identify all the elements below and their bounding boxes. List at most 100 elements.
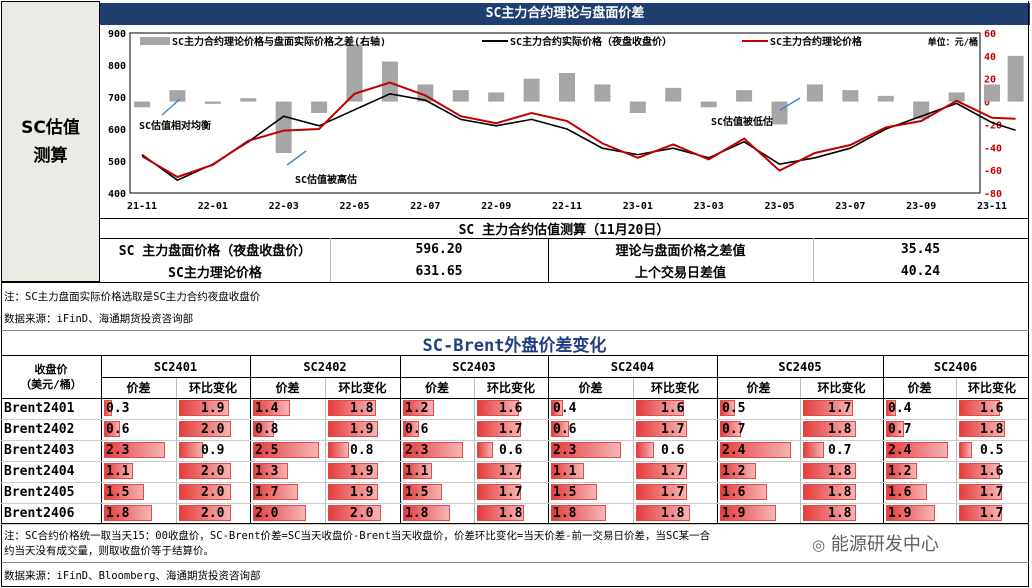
spread-bar xyxy=(452,90,469,102)
change-value: 2.0 xyxy=(201,485,225,500)
change-data-bar xyxy=(636,421,687,437)
change-data-bar xyxy=(803,463,856,479)
spread-data-bar xyxy=(720,421,741,437)
spread-value: 0.5 xyxy=(722,401,746,416)
spread-data-bar xyxy=(104,484,144,500)
change-data-bar xyxy=(636,400,684,416)
change-data-bar xyxy=(959,505,1002,521)
change-subheader: 环比变化 xyxy=(817,381,866,395)
spread-source: 数据来源：iFinD、Bloomberg、海通期货投资咨询部 xyxy=(4,570,261,582)
y-right-tick-label: 20 xyxy=(984,75,996,86)
change-value: 1.8 xyxy=(828,506,852,521)
change-data-bar xyxy=(477,505,524,521)
change-data-bar xyxy=(636,505,690,521)
y-right-tick-label: -40 xyxy=(984,143,1002,154)
valuation-value-futures-price: 596.20 xyxy=(415,241,463,257)
spread-subheader: 价差 xyxy=(746,381,771,395)
change-value: 2.0 xyxy=(201,464,225,479)
change-subheader: 环比变化 xyxy=(650,381,699,395)
change-data-bar xyxy=(179,505,231,521)
spread-value: 1.5 xyxy=(106,485,130,500)
change-value: 1.8 xyxy=(828,485,852,500)
spread-value: 1.9 xyxy=(888,506,912,521)
change-value: 0.6 xyxy=(499,443,523,458)
spread-bar xyxy=(984,84,1000,102)
spread-data-bar xyxy=(886,463,917,479)
change-value: 1.6 xyxy=(980,464,1004,479)
spread-data-bar xyxy=(886,442,948,458)
spread-value: 0.4 xyxy=(553,401,577,416)
spread-bar xyxy=(736,90,753,102)
y-right-tick-label: 40 xyxy=(984,52,996,63)
spread-data-bar xyxy=(720,400,735,416)
spread-data-bar xyxy=(104,505,152,521)
spread-data-bar xyxy=(551,442,621,458)
change-data-bar xyxy=(477,400,519,416)
spread-data-bar xyxy=(720,505,776,521)
change-data-bar xyxy=(959,463,1000,479)
brent-contract-label: Brent2405 xyxy=(4,485,75,500)
spread-bar xyxy=(665,87,682,102)
y-right-tick-label: -60 xyxy=(984,166,1002,177)
spread-bar xyxy=(700,101,717,108)
y-left-tick-label: 400 xyxy=(108,189,126,200)
spread-subheader: 价差 xyxy=(126,381,151,395)
x-tick-label: 23-03 xyxy=(694,201,724,212)
spread-data-bar xyxy=(104,463,133,479)
change-value: 1.9 xyxy=(350,422,374,437)
change-data-bar xyxy=(179,421,231,437)
change-value: 1.6 xyxy=(499,401,523,416)
change-value: 1.7 xyxy=(980,506,1004,521)
spread-data-bar xyxy=(551,484,597,500)
spread-value: 2.4 xyxy=(888,443,912,458)
change-data-bar xyxy=(179,400,229,416)
spread-value: 0.7 xyxy=(888,422,912,437)
change-value: 1.8 xyxy=(499,506,523,521)
change-data-bar xyxy=(328,442,349,458)
change-data-bar xyxy=(803,505,856,521)
change-data-bar xyxy=(477,421,521,437)
plot-area xyxy=(129,32,981,194)
spread-bar xyxy=(240,98,257,102)
spread-subheader: 价差 xyxy=(907,381,932,395)
change-value: 1.9 xyxy=(201,401,225,416)
annotation-low: SC估值被低估 xyxy=(711,115,773,128)
valuation-label-theory-price: SC主力理论价格 xyxy=(168,265,262,281)
spread-bar xyxy=(594,84,611,102)
spread-value: 1.4 xyxy=(255,401,279,416)
spread-value: 1.1 xyxy=(106,464,130,479)
unit-label: 单位：元/桶 xyxy=(928,36,978,48)
spread-value: 0.6 xyxy=(106,422,130,437)
price-spread-chart: 400 500 600 700 800 900 -80 -60 -40 -20 0 20 40 60 21-… xyxy=(108,29,1024,212)
chat-bubble-icon: ◎ xyxy=(812,536,826,554)
spread-value: 1.5 xyxy=(405,485,429,500)
spread-bar xyxy=(311,101,328,113)
change-data-bar xyxy=(328,400,376,416)
change-value: 1.7 xyxy=(499,464,523,479)
annotation-arrow-low xyxy=(779,97,801,111)
spread-data-bar xyxy=(403,505,450,521)
change-value: 1.8 xyxy=(350,401,374,416)
y-left-tick-label: 600 xyxy=(108,125,126,136)
spread-data-bar xyxy=(720,484,767,500)
change-value: 0.7 xyxy=(828,443,852,458)
change-value: 1.8 xyxy=(828,422,852,437)
change-value: 1.7 xyxy=(980,485,1004,500)
spread-value: 1.6 xyxy=(722,485,746,500)
change-data-bar xyxy=(328,505,381,521)
valuation-value-prev-diff: 40.24 xyxy=(900,263,941,279)
spread-bar xyxy=(1007,55,1024,102)
spread-value: 2.3 xyxy=(553,443,577,458)
change-value: 0.6 xyxy=(661,443,685,458)
contract-header: SC2406 xyxy=(933,359,978,374)
brent-contract-label: Brent2401 xyxy=(4,401,75,416)
brent-contract-label: Brent2406 xyxy=(4,506,75,521)
spread-value: 1.1 xyxy=(405,464,429,479)
spread-value: 0.6 xyxy=(405,422,429,437)
x-tick-label: 23-05 xyxy=(764,201,794,212)
spread-value: 0.8 xyxy=(255,422,279,437)
y-right-tick-label: -20 xyxy=(984,120,1002,131)
spread-bar xyxy=(877,95,894,102)
change-data-bar xyxy=(636,442,654,458)
spread-value: 1.7 xyxy=(255,485,279,500)
